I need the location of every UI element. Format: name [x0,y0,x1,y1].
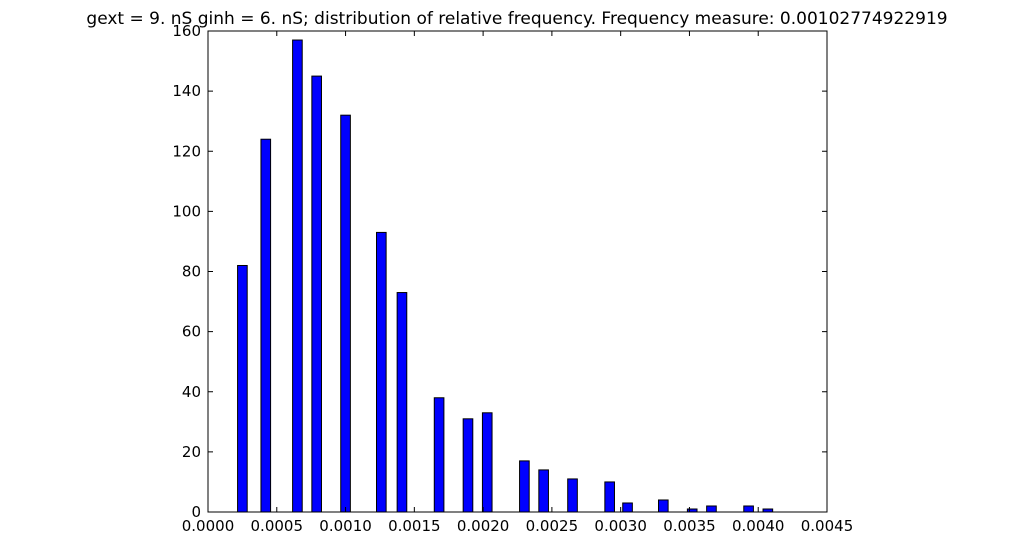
x-tick-label: 0.0010 [319,517,372,535]
histogram-bar [340,114,351,513]
ticks-group: 0.0000 0.0005 0.0010 0.0015 0.0020 0.0025 0.00… [172,22,853,535]
x-tick-label: 0.0040 [732,517,785,535]
bars-group [237,39,774,513]
x-tick-label: 0.0005 [251,517,304,535]
histogram-bar [538,469,549,513]
histogram-bar [462,418,474,513]
x-tick-label: 0.0025 [526,517,579,535]
histogram-bar [237,264,248,513]
y-tick-label: 160 [172,22,201,40]
y-tick-label: 20 [182,443,201,461]
histogram-bar [376,231,387,513]
x-tick-label: 0.0000 [182,517,235,535]
histogram-bar [433,397,445,513]
histogram-bar [743,505,754,513]
histogram-bar [567,478,578,513]
y-tick-label: 140 [172,82,201,100]
x-tick-label: 0.0045 [801,517,854,535]
histogram-bar [604,481,615,513]
y-tick-label: 80 [182,263,201,281]
x-tick-label: 0.0035 [663,517,716,535]
histogram-bar [519,460,530,513]
y-tick-label: 120 [172,142,201,160]
histogram-bar [657,499,669,513]
chart-title: gext = 9. nS ginh = 6. nS; distribution … [86,9,947,29]
x-tick-label: 0.0015 [388,517,441,535]
histogram-bar [396,292,408,513]
histogram-bar [706,505,717,513]
histogram-bar [622,502,633,513]
histogram-bar [311,75,322,513]
y-tick-label: 0 [191,503,201,521]
histogram-bar [481,412,493,513]
y-tick-label: 60 [182,323,201,341]
histogram-bar [292,39,303,513]
x-tick-label: 0.0030 [594,517,647,535]
y-tick-label: 100 [172,202,201,220]
x-tick-label: 0.0020 [457,517,510,535]
histogram-bar [260,138,272,513]
plot-area-frame [207,30,828,513]
y-tick-label: 40 [182,383,201,401]
